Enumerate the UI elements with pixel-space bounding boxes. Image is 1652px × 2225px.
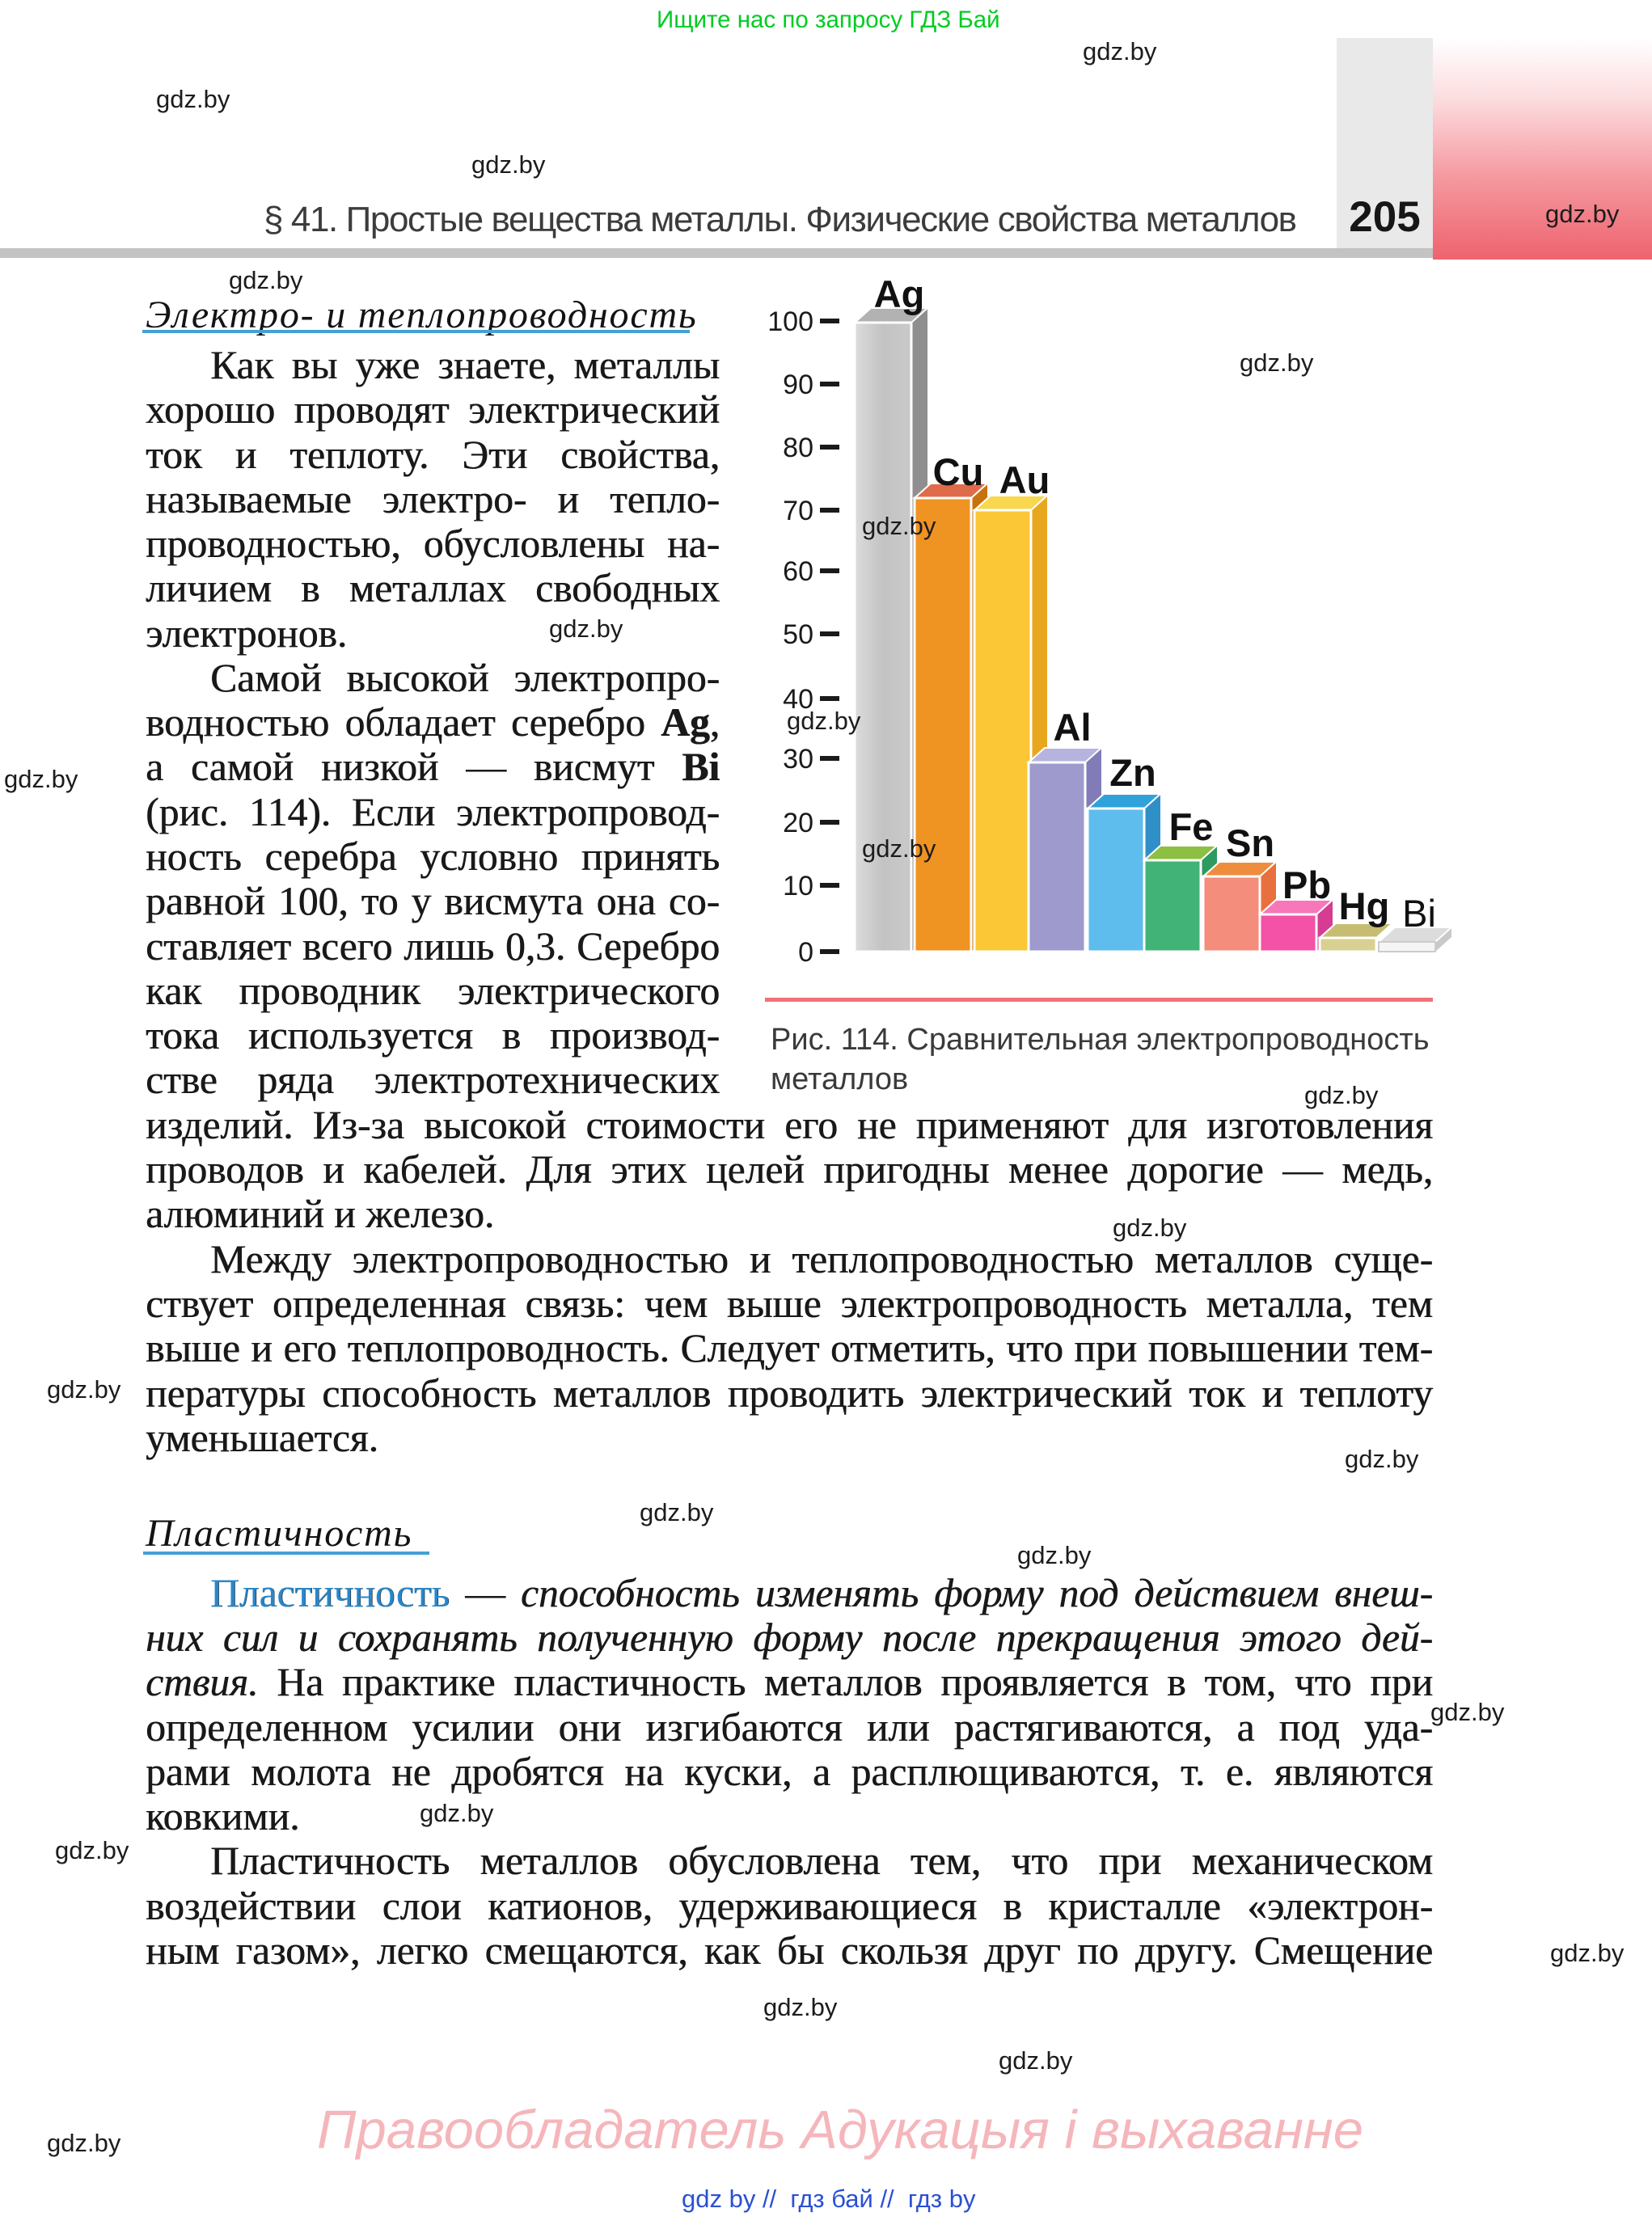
svg-text:Ag: Ag — [874, 272, 925, 315]
svg-text:70: 70 — [783, 496, 813, 526]
svg-text:Bi: Bi — [1402, 892, 1436, 935]
svg-text:40: 40 — [783, 684, 813, 715]
svg-text:0: 0 — [798, 937, 813, 968]
svg-text:Fe: Fe — [1169, 805, 1214, 848]
svg-text:30: 30 — [783, 744, 813, 775]
svg-text:100: 100 — [767, 306, 813, 337]
svg-text:50: 50 — [783, 619, 813, 650]
svg-text:Zn: Zn — [1109, 751, 1156, 794]
svg-text:Hg: Hg — [1339, 885, 1390, 927]
svg-text:Sn: Sn — [1226, 821, 1274, 864]
svg-text:60: 60 — [783, 556, 813, 587]
svg-text:10: 10 — [783, 871, 813, 901]
svg-text:Al: Al — [1054, 706, 1092, 749]
svg-text:90: 90 — [783, 369, 813, 400]
svg-text:Au: Au — [999, 458, 1050, 501]
svg-text:80: 80 — [783, 433, 813, 463]
svg-text:Pb: Pb — [1282, 863, 1331, 906]
svg-text:20: 20 — [783, 808, 813, 838]
svg-text:Cu: Cu — [933, 450, 984, 493]
